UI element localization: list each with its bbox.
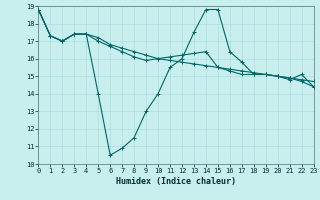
X-axis label: Humidex (Indice chaleur): Humidex (Indice chaleur)	[116, 177, 236, 186]
